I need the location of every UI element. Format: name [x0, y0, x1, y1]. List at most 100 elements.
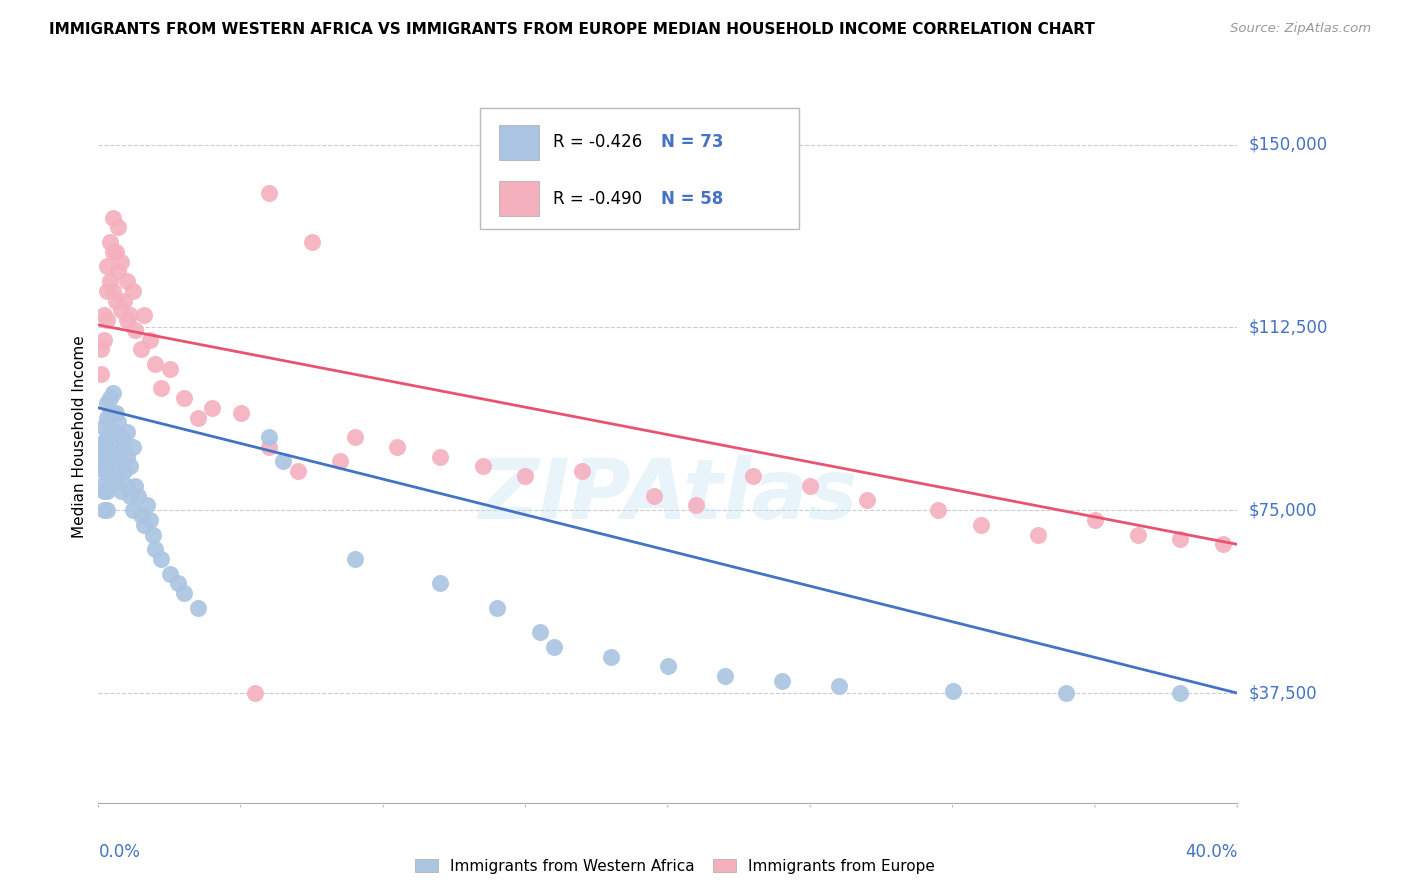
Point: [141, 527, 163, 541]
Text: 0.0%: 0.0%: [98, 843, 141, 861]
Point: [799, 479, 821, 493]
Point: [90, 343, 112, 357]
Point: [104, 425, 127, 440]
Point: [107, 416, 129, 430]
FancyBboxPatch shape: [479, 108, 799, 228]
Point: [101, 244, 124, 259]
Point: [135, 499, 157, 513]
Point: [101, 284, 124, 298]
Point: [98, 391, 121, 405]
Point: [93, 450, 115, 464]
Point: [259, 186, 281, 201]
Text: IMMIGRANTS FROM WESTERN AFRICA VS IMMIGRANTS FROM EUROPE MEDIAN HOUSEHOLD INCOME: IMMIGRANTS FROM WESTERN AFRICA VS IMMIGR…: [49, 22, 1095, 37]
FancyBboxPatch shape: [499, 181, 538, 216]
Point: [101, 406, 124, 420]
Point: [110, 483, 132, 498]
Point: [132, 517, 155, 532]
Point: [515, 469, 537, 483]
Point: [243, 686, 266, 700]
Point: [98, 425, 121, 440]
Point: [543, 640, 565, 654]
Point: [90, 454, 112, 468]
FancyBboxPatch shape: [499, 125, 538, 160]
Point: [112, 293, 135, 308]
Point: [101, 211, 124, 225]
Point: [93, 503, 115, 517]
Point: [101, 474, 124, 488]
Point: [115, 425, 138, 440]
Point: [571, 464, 593, 478]
Point: [343, 552, 366, 566]
Text: $75,000: $75,000: [1249, 501, 1317, 519]
Text: ZIPAtlas: ZIPAtlas: [478, 455, 858, 536]
Point: [229, 406, 252, 420]
Point: [98, 235, 121, 249]
Y-axis label: Median Household Income: Median Household Income: [72, 335, 87, 539]
Point: [96, 464, 118, 478]
Point: [742, 469, 765, 483]
Text: 40.0%: 40.0%: [1185, 843, 1237, 861]
Point: [112, 464, 135, 478]
Point: [173, 586, 195, 600]
Point: [107, 220, 129, 235]
Point: [115, 479, 138, 493]
Point: [121, 503, 143, 517]
Point: [93, 464, 115, 478]
Point: [124, 323, 146, 337]
Point: [110, 430, 132, 444]
Text: R = -0.490: R = -0.490: [553, 190, 643, 208]
Point: [121, 284, 143, 298]
Point: [287, 464, 309, 478]
Point: [93, 333, 115, 347]
Point: [98, 444, 121, 458]
Point: [259, 440, 281, 454]
Point: [1170, 533, 1192, 547]
Point: [1170, 686, 1192, 700]
Point: [110, 303, 132, 318]
Point: [110, 254, 132, 268]
Text: N = 73: N = 73: [661, 133, 724, 152]
Legend: Immigrants from Western Africa, Immigrants from Europe: Immigrants from Western Africa, Immigran…: [409, 853, 941, 880]
Point: [96, 444, 118, 458]
Point: [118, 489, 141, 503]
Point: [828, 679, 851, 693]
Point: [104, 244, 127, 259]
Point: [96, 410, 118, 425]
Point: [107, 464, 129, 478]
Point: [529, 625, 551, 640]
Point: [96, 430, 118, 444]
Point: [657, 659, 679, 673]
Point: [93, 308, 115, 322]
Point: [942, 683, 965, 698]
Point: [770, 673, 793, 688]
Point: [643, 489, 665, 503]
Point: [96, 483, 118, 498]
Point: [138, 333, 160, 347]
Point: [90, 479, 112, 493]
Point: [187, 600, 209, 615]
Point: [115, 450, 138, 464]
Point: [429, 576, 451, 591]
Point: [301, 235, 323, 249]
Point: [1056, 686, 1078, 700]
Point: [101, 425, 124, 440]
Point: [90, 367, 112, 381]
Point: [107, 440, 129, 454]
Point: [159, 361, 181, 376]
Point: [93, 434, 115, 449]
Point: [259, 430, 281, 444]
Text: $150,000: $150,000: [1249, 136, 1327, 153]
Point: [96, 313, 118, 327]
Point: [159, 566, 181, 581]
Point: [98, 274, 121, 288]
Point: [112, 440, 135, 454]
Point: [201, 401, 224, 415]
Point: [104, 406, 127, 420]
Point: [685, 499, 707, 513]
Point: [96, 284, 118, 298]
Text: Source: ZipAtlas.com: Source: ZipAtlas.com: [1230, 22, 1371, 36]
Point: [90, 440, 112, 454]
Point: [927, 503, 949, 517]
Point: [486, 600, 509, 615]
Point: [127, 489, 149, 503]
